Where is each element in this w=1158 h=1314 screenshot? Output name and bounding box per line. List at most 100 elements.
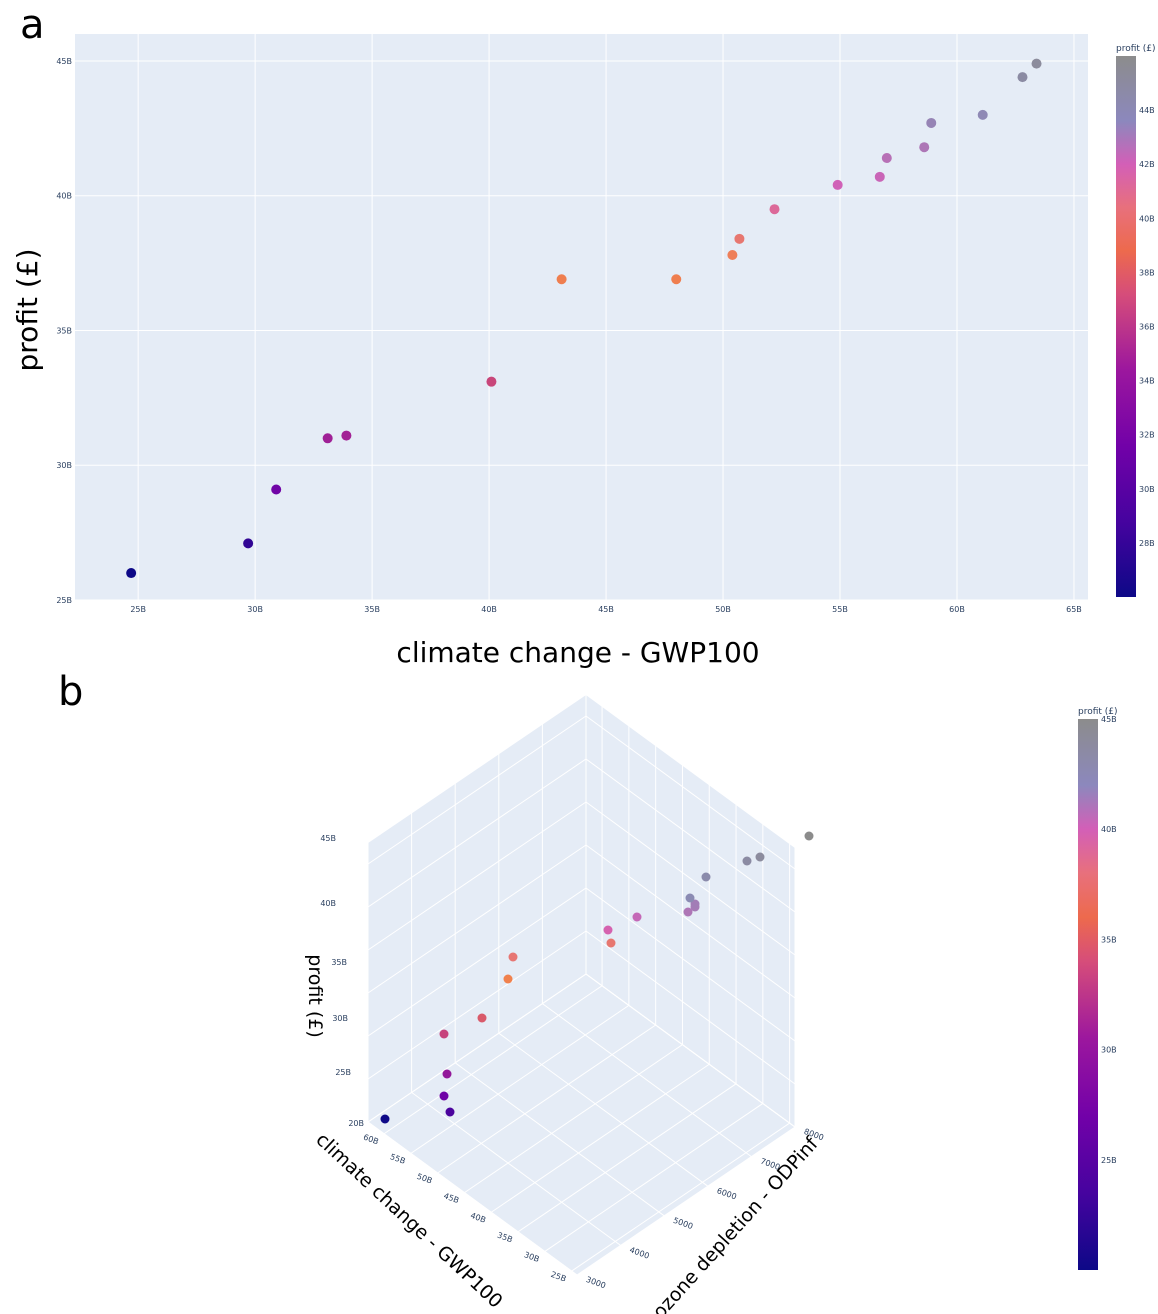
wall-gridline-z-b: [367, 758, 587, 908]
floor-gridline-x-b: [571, 1122, 790, 1272]
data-point-a: [881, 152, 892, 163]
x-tick-label-b: 35B: [496, 1231, 514, 1245]
data-point-b: [804, 831, 814, 841]
data-point-a: [271, 484, 282, 495]
z-tick-label-b: 45B: [320, 834, 336, 843]
y-tick-label-a: 30B: [56, 461, 72, 470]
x-tick-label-b: 40B: [469, 1211, 487, 1225]
colorbar-tick-label-a: 36B: [1139, 323, 1155, 332]
y-tick-label-a: 45B: [56, 57, 72, 66]
x-tick-label-a: 65B: [1066, 605, 1082, 614]
floor-gridline-y-b: [542, 1003, 752, 1158]
y-tick-label-b: 3000: [585, 1275, 607, 1290]
data-point-a: [1031, 58, 1042, 69]
data-point-a: [832, 179, 843, 190]
data-point-a: [769, 204, 780, 215]
x-tick-label-a: 25B: [130, 605, 146, 614]
data-point-b: [442, 1069, 452, 1079]
colorbar-title-a: profit (£): [1116, 44, 1156, 54]
data-point-b: [439, 1091, 449, 1101]
wall-gridline-z-b: [585, 844, 796, 999]
data-point-b: [683, 907, 693, 917]
wall-gridline-z-b: [367, 715, 587, 865]
floor-gridline-y-b: [367, 1121, 578, 1276]
colorbar-title-b: profit (£): [1078, 707, 1118, 717]
data-point-a: [919, 142, 930, 153]
colorbar-tick-label-a: 34B: [1139, 377, 1155, 386]
x-axis-title-a: climate change - GWP100: [396, 636, 759, 669]
z-tick-label-b: 35B: [331, 958, 347, 967]
z-axis-title-b: profit (£): [304, 954, 326, 1037]
x-tick-label-a: 55B: [832, 605, 848, 614]
data-point-b: [380, 1114, 390, 1124]
x-tick-label-a: 60B: [949, 605, 965, 614]
x-tick-label-b: 50B: [416, 1172, 434, 1186]
data-point-b: [632, 912, 642, 922]
scene-walls-b: [367, 693, 796, 1276]
wall-gridline-z-b: [585, 930, 796, 1085]
colorbar-ticks-a: 28B 30B 32B 34B 36B 38B 40B 42B 44B: [1139, 106, 1155, 548]
panel-label-b: b: [58, 669, 83, 715]
data-point-b: [606, 938, 616, 948]
colorbar-tick-label-b: 35B: [1101, 935, 1117, 944]
y-tick-label-a: 25B: [56, 596, 72, 605]
data-point-a: [727, 250, 738, 261]
gridlines-b: [367, 694, 796, 1276]
wall-gridline-z-b: [367, 930, 587, 1080]
x-tick-label-a: 40B: [481, 605, 497, 614]
points-b: [380, 831, 814, 1124]
data-point-b: [439, 1029, 449, 1039]
x-tick-label-b: 60B: [362, 1133, 380, 1147]
colorbar-tick-label-a: 32B: [1139, 431, 1155, 440]
colorbar-a: profit (£) 28B 30B 32B 34B 36B 38B 40B 42B 44B: [1116, 44, 1156, 597]
floor-gridline-x-b: [437, 1024, 656, 1174]
floor-gridline-x-b: [490, 1063, 710, 1213]
colorbar-gradient-b: [1078, 719, 1098, 1270]
plot-area-a: [75, 34, 1088, 600]
data-point-a: [734, 233, 745, 244]
x-ticks-a: 25B 30B 35B 40B 45B 50B 55B 60B 65B: [130, 605, 1081, 614]
wall-gridline-z-b: [585, 887, 796, 1042]
colorbar-tick-label-a: 40B: [1139, 214, 1155, 223]
data-point-a: [671, 274, 682, 285]
floor-gridline-y-b: [454, 1062, 665, 1217]
colorbar-tick-label-a: 38B: [1139, 268, 1155, 277]
data-point-a: [126, 568, 137, 579]
z-tick-label-b: 40B: [320, 899, 336, 908]
data-point-a: [926, 117, 937, 128]
wall-gridline-z-b: [585, 801, 796, 956]
data-point-b: [503, 974, 513, 984]
panel-label-a: a: [20, 2, 45, 48]
x-tick-label-b: 45B: [442, 1191, 460, 1205]
x-tick-label-b: 55B: [389, 1152, 407, 1166]
x-tick-label-a: 35B: [364, 605, 380, 614]
wall-gridline-z-b: [585, 973, 796, 1128]
x-tick-label-b: 30B: [523, 1250, 541, 1264]
x-tick-label-a: 45B: [598, 605, 614, 614]
data-point-a: [556, 274, 567, 285]
wall-gridline-z-b: [585, 758, 796, 913]
data-point-b: [742, 856, 752, 866]
colorbar-tick-label-b: 45B: [1101, 715, 1117, 724]
colorbar-b: profit (£) 25B 30B 35B 40B 45B: [1078, 707, 1118, 1270]
data-point-a: [1017, 72, 1028, 83]
wall-gridline-z-b: [585, 715, 796, 870]
y-tick-label-b: 5000: [672, 1216, 694, 1231]
gridlines-a: [75, 34, 1088, 601]
floor-gridline-x-b: [410, 1004, 630, 1154]
y-ticks-a: 25B 30B 35B 40B 45B: [56, 57, 72, 605]
floor-gridline-y-b: [411, 1091, 621, 1246]
y-axis-title-a: profit (£): [11, 249, 44, 372]
chart-b: 25B 30B 35B 40B 45B 50B 55B 60B 3000 4000 5000 6000…: [304, 693, 1118, 1314]
data-point-a: [977, 109, 988, 120]
y-tick-label-b: 4000: [628, 1245, 650, 1260]
wall-gridline-z-b: [367, 844, 587, 994]
colorbar-tick-label-a: 44B: [1139, 106, 1155, 115]
y-tick-label-a: 35B: [56, 326, 72, 335]
data-point-b: [685, 893, 695, 903]
data-point-b: [603, 925, 613, 935]
points-a: [126, 58, 1042, 579]
data-point-b: [701, 872, 711, 882]
x-tick-label-a: 30B: [247, 605, 263, 614]
